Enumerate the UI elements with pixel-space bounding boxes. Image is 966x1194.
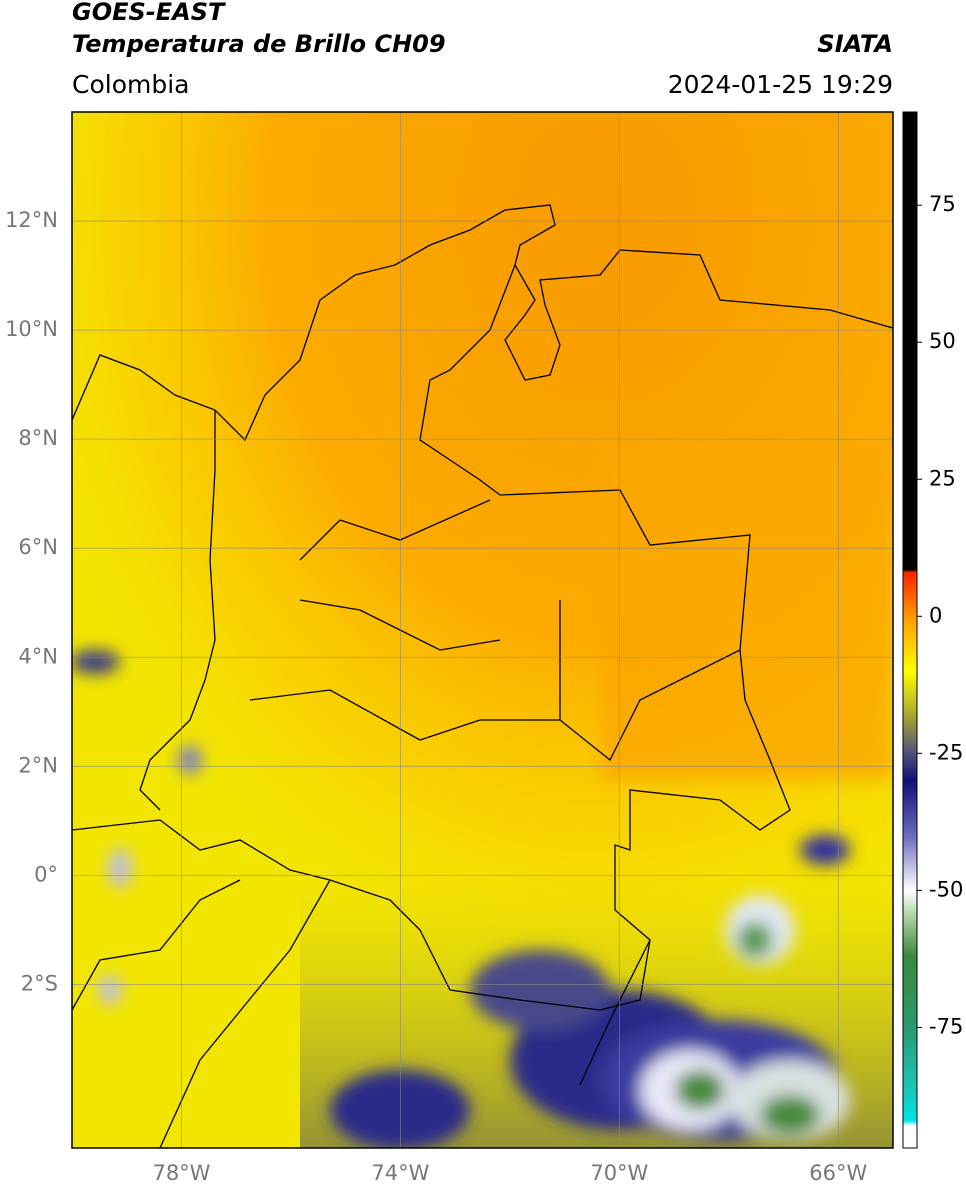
colorbar-tick-label: -50 bbox=[929, 877, 963, 901]
lon-tick-label: 74°W bbox=[371, 1161, 429, 1185]
cloud-tops bbox=[72, 650, 850, 1148]
colorbar-tick-label: -25 bbox=[929, 740, 963, 764]
colorbar-tick-label: 50 bbox=[929, 329, 956, 353]
region: Colombia bbox=[72, 70, 189, 99]
lat-tick-label: 12°N bbox=[5, 208, 58, 232]
datetime: 2024-01-25 19:29 bbox=[668, 70, 893, 99]
map-frame bbox=[71, 111, 894, 1149]
colorbar bbox=[902, 111, 918, 1149]
satellite-image bbox=[72, 112, 893, 1148]
borders bbox=[72, 204, 893, 1148]
lat-tick-label: 8°N bbox=[18, 426, 58, 450]
colorbar-tick-label: -75 bbox=[929, 1014, 963, 1038]
colorbar-tick-label: 0 bbox=[929, 603, 942, 627]
lon-tick-label: 70°W bbox=[590, 1161, 648, 1185]
title: GOES-EAST bbox=[72, 0, 226, 26]
colorbar-tick-label: 25 bbox=[929, 466, 956, 490]
source: SIATA bbox=[817, 30, 893, 58]
lat-tick-label: 0° bbox=[34, 862, 58, 886]
lat-tick-label: 10°N bbox=[5, 317, 58, 341]
lon-tick-label: 66°W bbox=[809, 1161, 867, 1185]
lat-tick-label: 6°N bbox=[18, 535, 58, 559]
lat-tick-label: 2°N bbox=[18, 753, 58, 777]
lon-tick-label: 78°W bbox=[152, 1161, 210, 1185]
graticule bbox=[72, 112, 893, 1148]
subtitle: Temperatura de Brillo CH09 bbox=[72, 30, 446, 58]
lat-tick-label: 4°N bbox=[18, 644, 58, 668]
lat-tick-label: 2°S bbox=[21, 971, 58, 995]
colorbar-tick-label: 75 bbox=[929, 192, 956, 216]
